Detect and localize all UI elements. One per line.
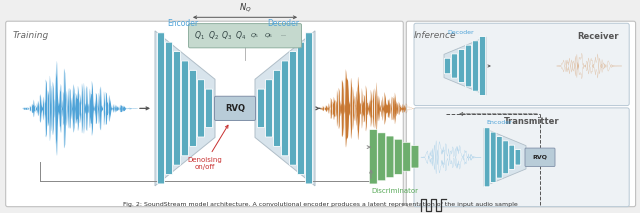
FancyBboxPatch shape <box>490 132 496 183</box>
Text: $N_Q$: $N_Q$ <box>239 1 252 14</box>
Text: Decoder: Decoder <box>447 30 474 35</box>
FancyBboxPatch shape <box>157 33 164 184</box>
Text: $Q_1$: $Q_1$ <box>193 29 204 42</box>
Text: Discriminator: Discriminator <box>371 188 419 194</box>
FancyBboxPatch shape <box>369 130 377 184</box>
FancyBboxPatch shape <box>503 141 508 174</box>
FancyBboxPatch shape <box>214 96 255 121</box>
FancyBboxPatch shape <box>406 21 636 207</box>
FancyBboxPatch shape <box>282 61 289 156</box>
FancyBboxPatch shape <box>205 89 212 128</box>
FancyBboxPatch shape <box>298 42 305 174</box>
Polygon shape <box>444 37 486 95</box>
Text: RVQ: RVQ <box>532 155 547 160</box>
FancyBboxPatch shape <box>189 70 196 146</box>
FancyBboxPatch shape <box>403 142 410 171</box>
Polygon shape <box>484 128 526 186</box>
FancyBboxPatch shape <box>411 146 419 168</box>
FancyBboxPatch shape <box>273 70 280 146</box>
FancyBboxPatch shape <box>444 58 451 74</box>
Text: ···: ··· <box>280 33 286 38</box>
FancyBboxPatch shape <box>386 136 394 178</box>
Text: Transmitter: Transmitter <box>504 117 559 126</box>
FancyBboxPatch shape <box>189 24 301 48</box>
FancyBboxPatch shape <box>484 128 490 187</box>
FancyBboxPatch shape <box>378 133 385 181</box>
FancyBboxPatch shape <box>451 54 458 78</box>
Text: $Q_5$: $Q_5$ <box>250 31 260 40</box>
Polygon shape <box>255 31 315 186</box>
Text: Decoder: Decoder <box>267 19 299 28</box>
Text: Training: Training <box>13 31 49 40</box>
Text: Encoder: Encoder <box>168 19 198 28</box>
Polygon shape <box>155 31 215 186</box>
FancyBboxPatch shape <box>182 61 189 156</box>
Text: RVQ: RVQ <box>225 104 245 113</box>
FancyBboxPatch shape <box>289 52 296 165</box>
FancyBboxPatch shape <box>515 150 521 165</box>
Text: $Q_2$: $Q_2$ <box>207 29 218 42</box>
FancyBboxPatch shape <box>414 108 629 207</box>
Text: Encoder: Encoder <box>486 120 512 125</box>
Text: $Q_3$: $Q_3$ <box>221 29 232 42</box>
FancyBboxPatch shape <box>173 52 180 165</box>
FancyBboxPatch shape <box>394 139 402 174</box>
FancyBboxPatch shape <box>6 21 403 207</box>
FancyBboxPatch shape <box>497 137 502 178</box>
Text: $Q_4$: $Q_4$ <box>236 29 246 42</box>
FancyBboxPatch shape <box>266 80 273 137</box>
Text: Inference: Inference <box>413 31 456 40</box>
Text: Receiver: Receiver <box>578 32 620 41</box>
FancyBboxPatch shape <box>472 41 479 91</box>
FancyBboxPatch shape <box>479 36 486 96</box>
FancyBboxPatch shape <box>509 145 515 169</box>
FancyBboxPatch shape <box>458 49 465 82</box>
FancyBboxPatch shape <box>414 23 629 106</box>
FancyBboxPatch shape <box>525 148 555 167</box>
FancyBboxPatch shape <box>465 45 472 87</box>
FancyBboxPatch shape <box>305 33 312 184</box>
Text: Denoising
on/off: Denoising on/off <box>188 125 228 170</box>
FancyBboxPatch shape <box>257 89 264 128</box>
Text: $Q_6$: $Q_6$ <box>264 31 274 40</box>
Text: Fig. 2: SoundStream model architecture. A convolutional encoder produces a laten: Fig. 2: SoundStream model architecture. … <box>123 202 517 207</box>
FancyBboxPatch shape <box>198 80 205 137</box>
FancyBboxPatch shape <box>166 42 173 174</box>
